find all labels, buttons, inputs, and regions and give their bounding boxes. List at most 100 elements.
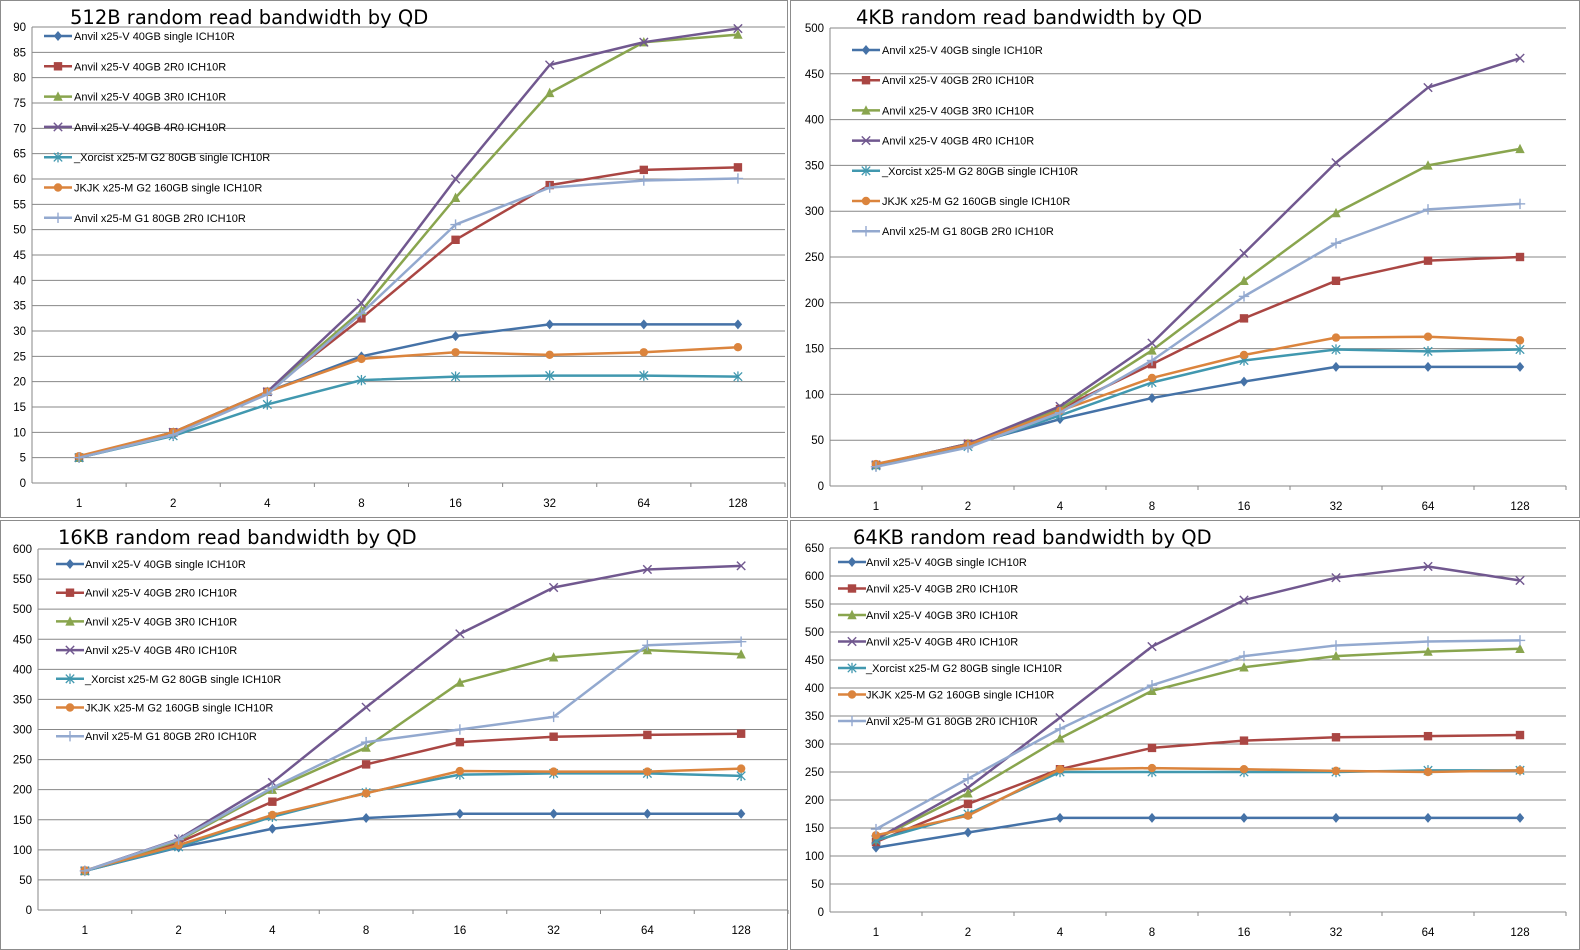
data-point: [1054, 407, 1066, 418]
legend-label: Anvil x25-V 40GB 2R0 ICH10R: [866, 584, 1018, 596]
legend-marker: [53, 62, 63, 71]
series-7: [73, 173, 744, 463]
data-point: [451, 235, 460, 244]
x-tick-label: 4: [269, 925, 276, 937]
legend-item: JKJK x25-M G2 160GB single ICH10R: [56, 703, 273, 715]
data-point: [451, 348, 460, 357]
y-tick-label: 150: [805, 823, 824, 835]
series-line: [875, 202, 1521, 468]
data-point: [455, 677, 465, 687]
y-tick-label: 250: [13, 755, 32, 767]
y-tick-label: 400: [13, 664, 32, 676]
legend-marker: [53, 183, 63, 192]
y-tick-label: 550: [805, 599, 824, 611]
y-tick-label: 500: [13, 604, 32, 616]
legend-item: _Xorcist x25-M G2 80GB single ICH10R: [852, 165, 1078, 178]
data-point: [1423, 332, 1433, 341]
y-tick-label: 650: [805, 543, 824, 555]
data-point: [1147, 763, 1157, 773]
legend-marker: [861, 105, 871, 115]
data-point: [963, 782, 973, 793]
legend-marker: [861, 196, 871, 206]
series-line: [84, 640, 742, 873]
data-point: [360, 736, 372, 748]
y-tick-label: 80: [13, 73, 26, 85]
series-line: [875, 639, 1521, 831]
legend-marker: [53, 152, 63, 163]
y-tick-label: 65: [13, 149, 26, 161]
data-point: [450, 174, 461, 184]
legend-label: Anvil x25-V 40GB 2R0 ICH10R: [74, 61, 226, 73]
data-point: [733, 371, 743, 382]
data-point: [1515, 344, 1525, 355]
legend-label: Anvil x25-V 40GB single ICH10R: [866, 557, 1027, 569]
legend-marker: [847, 636, 857, 647]
series-line: [78, 177, 738, 459]
data-point: [1514, 635, 1526, 646]
data-point: [871, 831, 881, 840]
x-tick-label: 128: [732, 925, 751, 937]
series-line: [875, 565, 1521, 841]
data-point: [1331, 361, 1341, 372]
series-line: [78, 345, 739, 458]
data-point: [736, 729, 746, 738]
data-point: [1239, 812, 1249, 823]
data-point: [548, 652, 559, 662]
x-tick-label: 1: [82, 925, 88, 937]
data-point: [639, 319, 649, 330]
x-axis-labels: 1 2 4 8 16 32 64 128: [76, 483, 786, 510]
y-tick-label: 30: [13, 326, 26, 338]
data-point: [1423, 82, 1433, 93]
data-point: [1423, 160, 1433, 170]
y-tick-label: 50: [19, 875, 32, 887]
data-point: [1423, 731, 1433, 741]
chart-title: 4KB random read bandwidth by QD: [856, 6, 1202, 29]
data-point: [1147, 373, 1157, 383]
x-tick-label: 16: [453, 925, 466, 937]
x-tick-label: 8: [358, 498, 364, 510]
y-tick-label: 90: [13, 22, 26, 34]
y-tick-label: 500: [805, 627, 824, 639]
series-line: [875, 766, 1521, 837]
data-point: [361, 812, 371, 823]
data-point: [643, 730, 652, 740]
series-line: [84, 772, 742, 873]
x-tick-label: 128: [1510, 501, 1529, 513]
data-point: [1331, 344, 1341, 355]
data-point: [643, 767, 652, 776]
legend-marker: [53, 31, 63, 41]
data-point: [1515, 336, 1525, 345]
data-point: [1331, 333, 1341, 342]
x-tick-label: 16: [1238, 501, 1251, 513]
data-point: [1423, 346, 1433, 357]
x-tick-label: 64: [1422, 501, 1435, 513]
x-tick-label: 64: [1422, 927, 1435, 939]
y-tick-label: 400: [805, 683, 824, 695]
y-tick-label: 25: [13, 351, 26, 363]
x-tick-label: 2: [175, 925, 181, 937]
series-line: [78, 374, 738, 459]
data-point: [356, 374, 367, 386]
data-point: [1238, 650, 1250, 662]
x-tick-label: 2: [965, 927, 971, 939]
data-point: [736, 764, 746, 773]
legend-label: Anvil x25-V 40GB 4R0 ICH10R: [85, 645, 237, 657]
gridlines: [38, 548, 788, 881]
legend-item: _Xorcist x25-M G2 80GB single ICH10R: [838, 662, 1062, 675]
x-tick-label: 2: [170, 498, 176, 510]
data-point: [455, 629, 465, 639]
data-point: [361, 702, 371, 712]
data-point: [548, 711, 559, 723]
y-tick-label: 450: [805, 655, 824, 667]
series-7: [870, 198, 1526, 472]
legend-marker: [53, 91, 63, 101]
data-point: [1515, 643, 1525, 653]
data-point: [548, 582, 559, 593]
data-point: [870, 823, 882, 835]
legend: Anvil x25-V 40GB single ICH10R Anvil x25-…: [56, 559, 281, 743]
legend-label: JKJK x25-M G2 160GB single ICH10R: [85, 703, 273, 715]
x-tick-label: 32: [1330, 927, 1343, 939]
legend: Anvil x25-V 40GB single ICH10R Anvil x25-…: [852, 45, 1078, 238]
legend-item: Anvil x25-V 40GB 3R0 ICH10R: [852, 105, 1034, 117]
series-7: [79, 636, 747, 877]
